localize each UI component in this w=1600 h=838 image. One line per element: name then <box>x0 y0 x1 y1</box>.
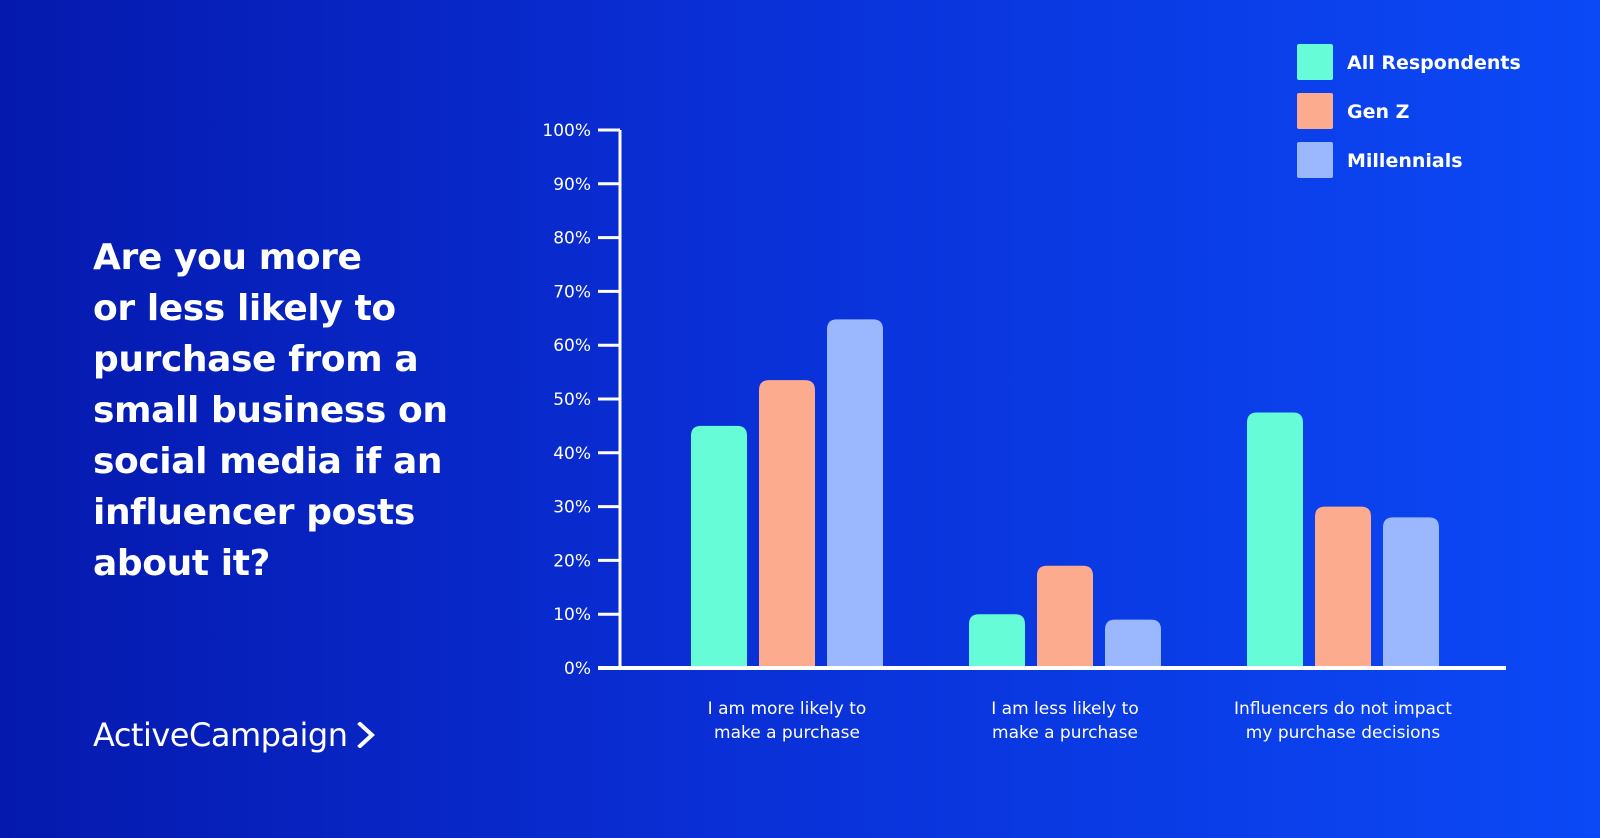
brand-name: ActiveCampaign <box>93 716 348 754</box>
y-tick-label: 0% <box>564 659 591 679</box>
legend-label: All Respondents <box>1347 52 1521 74</box>
legend-swatch <box>1297 93 1333 129</box>
x-category-label: I am less likely to <box>991 699 1139 719</box>
x-category-label: Influencers do not impact <box>1234 699 1452 719</box>
bar-millennials <box>827 319 883 668</box>
x-category-label: make a purchase <box>714 723 860 743</box>
bar-millennials <box>1105 619 1161 668</box>
y-tick-label: 10% <box>553 605 591 625</box>
y-axis: 0% 10% 20% 30% 40% 50% 60% 70% 80% 90% 100% <box>542 121 622 679</box>
y-tick-label: 100% <box>542 121 591 141</box>
x-axis: I am more likely to make a purchase I am l… <box>598 666 1506 743</box>
x-category-label: make a purchase <box>992 723 1138 743</box>
chevron-right-icon <box>356 722 375 748</box>
bar-gen-z <box>1037 565 1093 668</box>
y-tick-label: 60% <box>553 336 591 356</box>
legend-label: Millennials <box>1347 150 1463 172</box>
x-category-label: I am more likely to <box>708 699 867 719</box>
question-heading: Are you more or less likely to purchase … <box>93 237 448 584</box>
y-tick-label: 70% <box>553 282 591 302</box>
legend-swatch <box>1297 44 1333 80</box>
bars-group <box>691 319 1439 668</box>
bar-all-respondents <box>691 425 747 668</box>
legend-label: Gen Z <box>1347 101 1409 123</box>
bar-gen-z <box>759 380 815 668</box>
bar-all-respondents <box>969 614 1025 668</box>
y-tick-label: 80% <box>553 229 591 249</box>
y-tick-label: 40% <box>553 444 591 464</box>
y-tick-label: 30% <box>553 498 591 518</box>
bar-all-respondents <box>1247 412 1303 668</box>
bar-millennials <box>1383 517 1439 668</box>
y-tick-label: 20% <box>553 551 591 571</box>
y-tick-label: 50% <box>553 390 591 410</box>
y-tick-label: 90% <box>553 175 591 195</box>
chart-legend: All Respondents Gen Z Millennials <box>1297 44 1521 178</box>
x-category-label: my purchase decisions <box>1246 723 1441 743</box>
brand-logo: ActiveCampaign <box>93 716 376 754</box>
bar-gen-z <box>1315 506 1371 668</box>
legend-swatch <box>1297 142 1333 178</box>
